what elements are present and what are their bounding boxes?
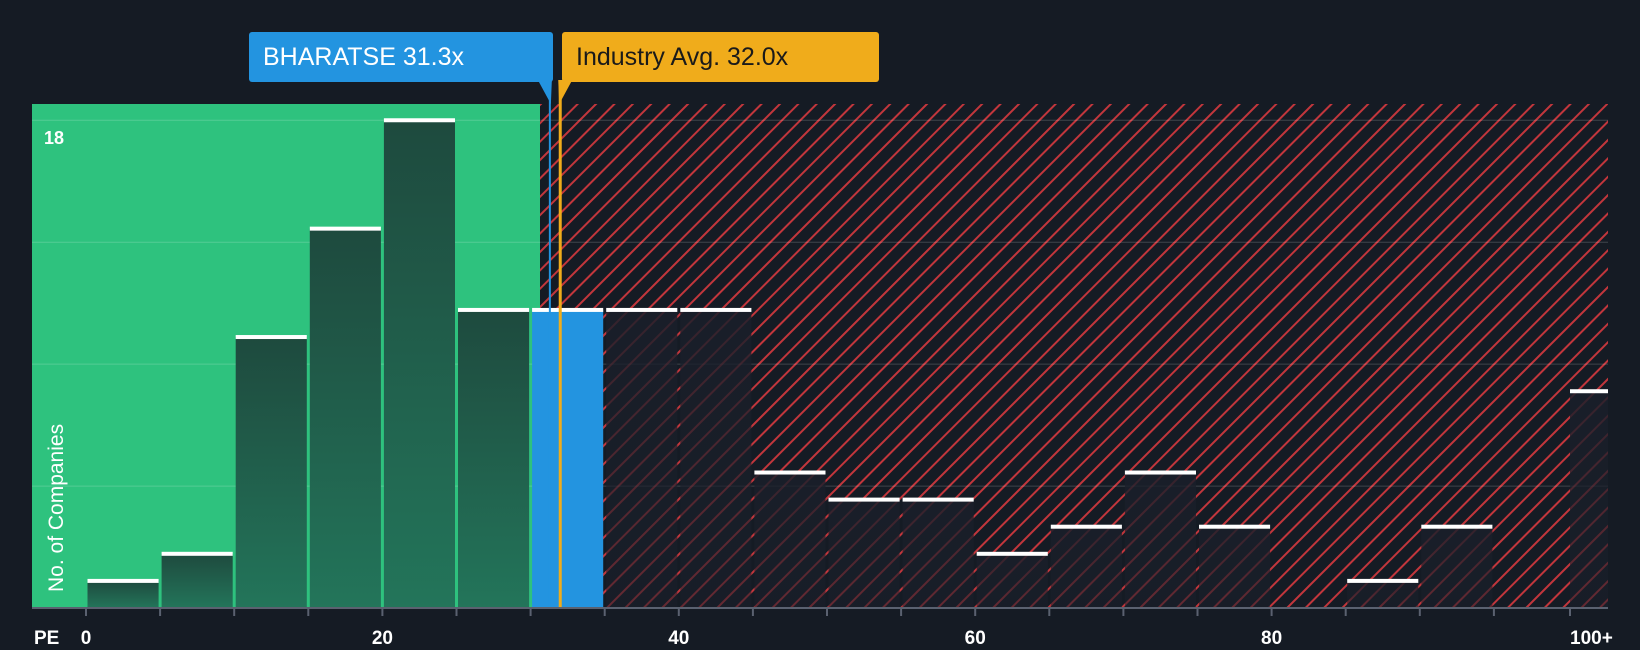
histogram-bar-85	[1347, 580, 1419, 608]
histogram-bar-50	[828, 499, 900, 608]
x-tick-label-0: 0	[81, 628, 92, 649]
histogram-bar-0	[87, 580, 159, 608]
bar-cap-30	[532, 307, 604, 312]
histogram-bar-40	[680, 309, 752, 608]
histogram-bar-70	[1124, 472, 1196, 608]
x-tick-label-80: 80	[1261, 628, 1282, 649]
bar-cap-100	[1570, 389, 1608, 394]
industry-callout-pointer	[558, 80, 573, 104]
x-axis-label: PE	[34, 628, 59, 649]
histogram-bar-35	[606, 309, 678, 608]
y-axis-label: No. of Companies	[45, 424, 68, 592]
histogram-bar-20	[383, 120, 455, 609]
bar-cap-40	[680, 307, 752, 312]
bar-cap-45	[754, 470, 826, 475]
industry-callout: Industry Avg. 32.0x	[562, 32, 879, 82]
histogram-bar-65	[1050, 526, 1122, 608]
bar-cap-15	[309, 226, 381, 231]
bar-cap-85	[1347, 578, 1419, 583]
x-tick-label-100+: 100+	[1570, 628, 1613, 649]
histogram-bar-100	[1570, 391, 1608, 608]
bar-cap-70	[1124, 470, 1196, 475]
histogram-bar-5	[161, 553, 233, 608]
bar-cap-50	[828, 497, 900, 502]
bar-cap-90	[1421, 524, 1493, 529]
bar-cap-25	[458, 307, 530, 312]
histogram-bar-30	[532, 309, 604, 608]
histogram-bar-15	[309, 228, 381, 609]
histogram-bar-75	[1199, 526, 1271, 608]
company-callout-pointer	[537, 80, 552, 104]
bar-cap-75	[1199, 524, 1271, 529]
bar-cap-60	[976, 551, 1048, 556]
bar-cap-20	[383, 118, 455, 123]
bar-cap-0	[87, 578, 159, 583]
bar-cap-55	[902, 497, 974, 502]
bar-cap-35	[606, 307, 678, 312]
x-tick-label-60: 60	[965, 628, 986, 649]
company-callout: BHARATSE 31.3x	[249, 32, 553, 82]
histogram-bar-90	[1421, 526, 1493, 608]
histogram-bar-45	[754, 472, 826, 608]
histogram-bar-10	[235, 337, 307, 608]
x-tick-label-20: 20	[372, 628, 393, 649]
histogram-bar-25	[458, 309, 530, 608]
histogram-bar-60	[976, 553, 1048, 608]
bar-cap-5	[161, 551, 233, 556]
y-tick-label: 18	[44, 128, 64, 148]
histogram-bar-55	[902, 499, 974, 608]
x-tick-label-40: 40	[668, 628, 689, 649]
bar-cap-10	[235, 335, 307, 340]
bar-cap-65	[1050, 524, 1122, 529]
